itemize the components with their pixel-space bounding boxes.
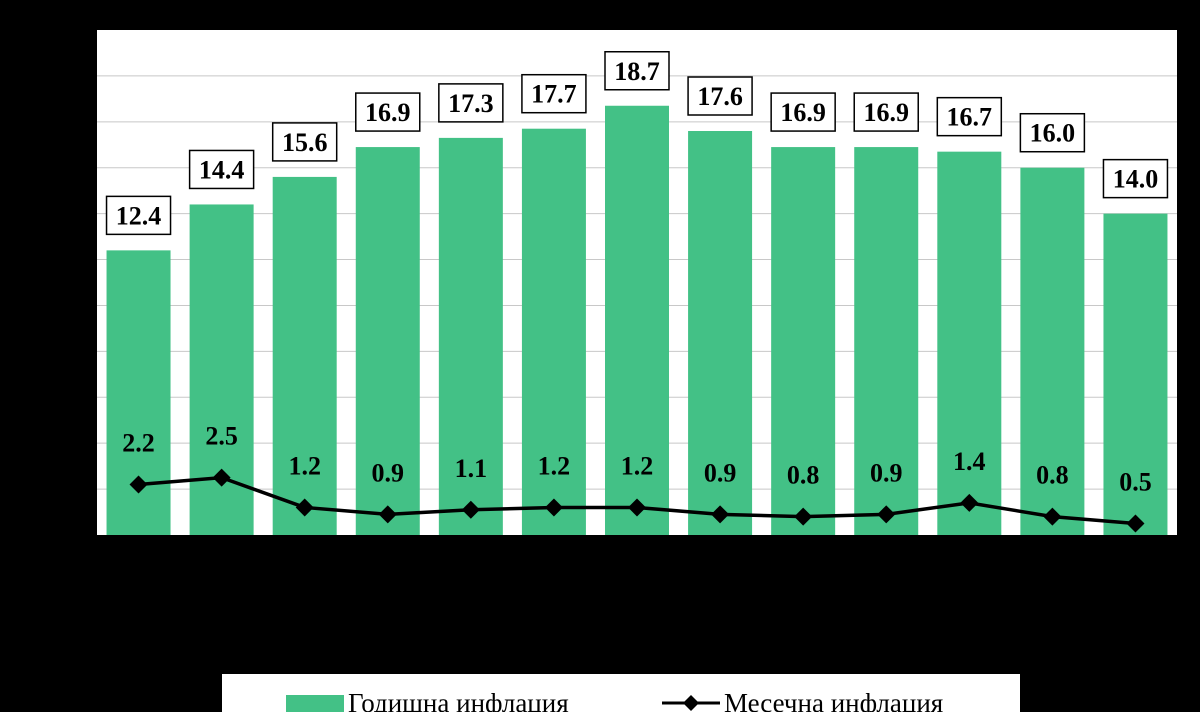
line-data-label: 0.9 [870,458,903,487]
line-data-label: 2.5 [205,422,238,451]
bar-data-label: 17.7 [531,80,577,109]
bar-label-box [770,92,836,132]
bar-label-box [105,195,172,236]
line-data-label: 1.2 [288,451,321,480]
line-point [960,493,979,512]
line-point [1126,514,1145,533]
bar-label-box [853,92,919,132]
bar [854,147,919,535]
legend-item-annual: Годишна инфлация [286,688,569,712]
line-point [295,498,314,517]
bar [1103,213,1168,536]
line-data-label: 1.1 [455,454,488,483]
line-point [212,468,231,487]
bar-label-box [1102,158,1169,199]
bar-series [106,105,1168,536]
legend: Годишна инфлация Месечна инфлация [222,674,1020,712]
line-data-label: 1.2 [538,451,571,480]
bar-label-box [604,51,670,91]
legend-line-swatch [662,695,720,711]
legend-bar-swatch [286,694,344,712]
line-data-label: 0.5 [1119,468,1152,497]
bar-data-labels: 12.4 14.4 15.6 16.9 17.3 17.7 18.7 17.6 16.9 16.9… [105,51,1169,236]
bar [1020,167,1085,535]
bar [688,131,753,535]
line-data-label: 1.4 [953,447,986,476]
bar [438,137,503,536]
bar-label-box [687,76,753,116]
line-point [544,498,563,517]
bar-data-label: 15.6 [282,128,328,157]
bar-data-label: 16.7 [947,103,993,132]
line-point [711,505,730,524]
bar-data-label: 16.9 [780,98,826,127]
line-data-label: 0.8 [1036,461,1069,490]
bar-label-box [355,92,421,132]
bar-data-label: 14.0 [1113,165,1159,194]
bar-label-box [271,122,338,162]
line-data-label: 2.2 [122,429,155,458]
bar [605,105,669,535]
line-data-label: 0.9 [372,458,405,487]
line-point [794,507,813,526]
bar-data-label: 17.3 [448,89,494,118]
bar [771,147,836,535]
line-point [1043,507,1062,526]
line-point [129,475,148,494]
bar-data-label: 18.7 [614,57,660,86]
line-data-label: 0.9 [704,458,737,487]
legend-item-monthly: Месечна инфлация [662,688,943,712]
legend-label-monthly: Месечна инфлация [724,688,944,712]
bar-label-box [936,96,1003,137]
bar-label-box [1019,112,1086,153]
bar [937,151,1002,535]
line-data-labels: 2.2 2.5 1.2 0.9 1.1 1.2 1.2 0.9 0.8 0.9 1.4 0.8 0.5 [122,422,1151,497]
line-point [378,505,397,524]
bar-label-box [438,83,504,123]
line-point [877,505,896,524]
bar-data-label: 16.9 [365,98,411,127]
bar [272,176,337,535]
line-series [129,468,1145,533]
bar [355,147,420,535]
bar-data-label: 16.9 [863,98,909,127]
bar-label-box [188,149,255,190]
bar [521,128,586,536]
legend-label-annual: Годишна инфлация [348,688,569,712]
bar-label-box [521,73,587,114]
line-data-label: 0.8 [787,461,820,490]
line-point [461,500,480,519]
bar-data-label: 12.4 [116,201,162,230]
bar-data-label: 16.0 [1030,119,1076,148]
line-point [628,498,646,517]
bar-data-label: 17.6 [697,82,743,111]
line-data-label: 1.2 [621,451,654,480]
bar-data-label: 14.4 [199,155,245,184]
